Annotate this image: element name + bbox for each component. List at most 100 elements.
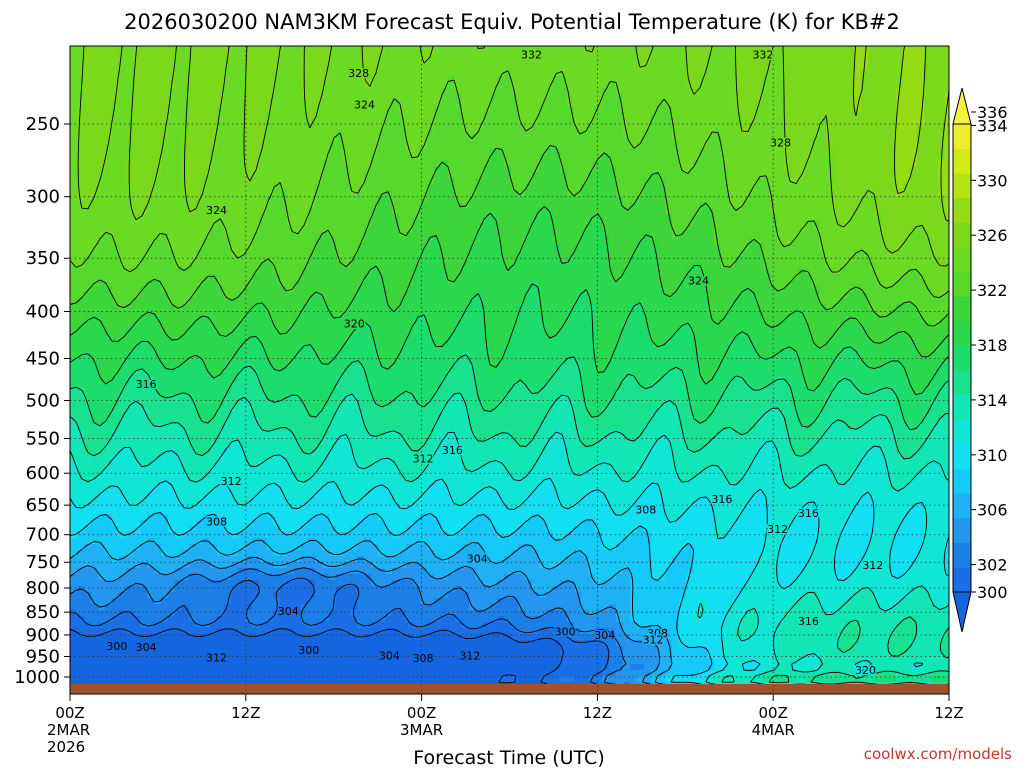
band-cell <box>728 184 736 191</box>
band-cell <box>770 118 778 125</box>
band-cell <box>175 46 183 53</box>
band-cell <box>518 130 526 137</box>
band-cell <box>854 232 862 239</box>
band-cell <box>875 46 883 53</box>
band-cell <box>896 214 904 221</box>
band-cell <box>406 184 414 191</box>
band-cell <box>616 70 624 77</box>
band-cell <box>574 142 582 149</box>
band-cell <box>903 148 911 155</box>
band-cell <box>546 196 554 203</box>
band-cell <box>140 94 148 101</box>
band-cell <box>672 64 680 71</box>
band-cell <box>476 238 484 245</box>
band-cell <box>728 160 736 167</box>
band-cell <box>665 178 673 185</box>
band-cell <box>476 190 484 197</box>
band-cell <box>910 196 918 203</box>
band-cell <box>574 46 582 53</box>
band-cell <box>483 142 491 149</box>
band-cell <box>672 244 680 251</box>
band-cell <box>273 118 281 125</box>
band-cell <box>714 196 722 203</box>
band-cell <box>546 46 554 53</box>
band-cell <box>707 190 715 197</box>
band-cell <box>728 196 736 203</box>
band-cell <box>567 238 575 245</box>
band-cell <box>343 280 351 287</box>
band-cell <box>287 58 295 65</box>
band-cell <box>294 112 302 119</box>
band-cell <box>357 220 365 227</box>
band-cell <box>105 202 113 209</box>
band-cell <box>875 136 883 143</box>
band-cell <box>476 262 484 269</box>
band-cell <box>693 202 701 209</box>
band-cell <box>861 214 869 221</box>
band-cell <box>630 238 638 245</box>
band-cell <box>189 118 197 125</box>
band-cell <box>161 160 169 167</box>
band-cell <box>553 208 561 215</box>
band-cell <box>301 154 309 161</box>
band-cell <box>343 178 351 185</box>
band-cell <box>427 256 435 263</box>
band-cell <box>189 82 197 89</box>
band-cell <box>168 202 176 209</box>
band-cell <box>756 58 764 65</box>
band-cell <box>567 244 575 251</box>
band-cell <box>721 100 729 107</box>
band-cell <box>581 46 589 53</box>
band-cell <box>294 190 302 197</box>
band-cell <box>378 118 386 125</box>
band-cell <box>441 166 449 173</box>
band-cell <box>126 94 134 101</box>
band-cell <box>203 118 211 125</box>
band-cell <box>700 136 708 143</box>
band-cell <box>245 220 253 227</box>
band-cell <box>917 88 925 95</box>
band-cell <box>686 64 694 71</box>
band-cell <box>875 232 883 239</box>
band-cell <box>119 142 127 149</box>
band-cell <box>875 52 883 59</box>
band-cell <box>497 142 505 149</box>
band-cell <box>329 82 337 89</box>
band-cell <box>511 160 519 167</box>
band-cell <box>245 202 253 209</box>
band-cell <box>777 166 785 173</box>
band-cell <box>147 262 155 269</box>
band-cell <box>161 106 169 113</box>
band-cell <box>441 178 449 185</box>
band-cell <box>371 124 379 131</box>
band-cell <box>672 148 680 155</box>
band-cell <box>560 46 568 53</box>
band-cell <box>371 244 379 251</box>
band-cell <box>889 154 897 161</box>
band-cell <box>245 64 253 71</box>
band-cell <box>133 226 141 233</box>
band-cell <box>532 130 540 137</box>
band-cell <box>371 82 379 89</box>
band-cell <box>154 118 162 125</box>
band-cell <box>84 280 92 287</box>
band-cell <box>259 214 267 221</box>
band-cell <box>322 58 330 65</box>
band-cell <box>651 220 659 227</box>
band-cell <box>840 196 848 203</box>
band-cell <box>308 280 316 287</box>
band-cell <box>679 190 687 197</box>
band-cell <box>686 232 694 239</box>
band-cell <box>84 136 92 143</box>
band-cell <box>224 184 232 191</box>
band-cell <box>833 112 841 119</box>
band-cell <box>455 136 463 143</box>
band-cell <box>308 184 316 191</box>
band-cell <box>903 238 911 245</box>
band-cell <box>637 112 645 119</box>
band-cell <box>679 172 687 179</box>
band-cell <box>287 76 295 83</box>
band-cell <box>189 214 197 221</box>
band-cell <box>364 160 372 167</box>
band-cell <box>826 130 834 137</box>
